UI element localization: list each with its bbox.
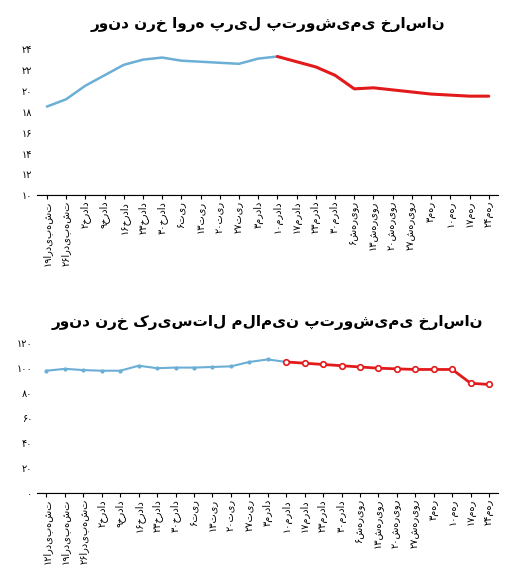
Title: روند نرخ کریستال ملامین پتروشیمی خراسان: روند نرخ کریستال ملامین پتروشیمی خراسان xyxy=(52,315,484,330)
Title: روند نرخ اوره پریل پتروشیمی خراسان: روند نرخ اوره پریل پتروشیمی خراسان xyxy=(91,17,445,32)
